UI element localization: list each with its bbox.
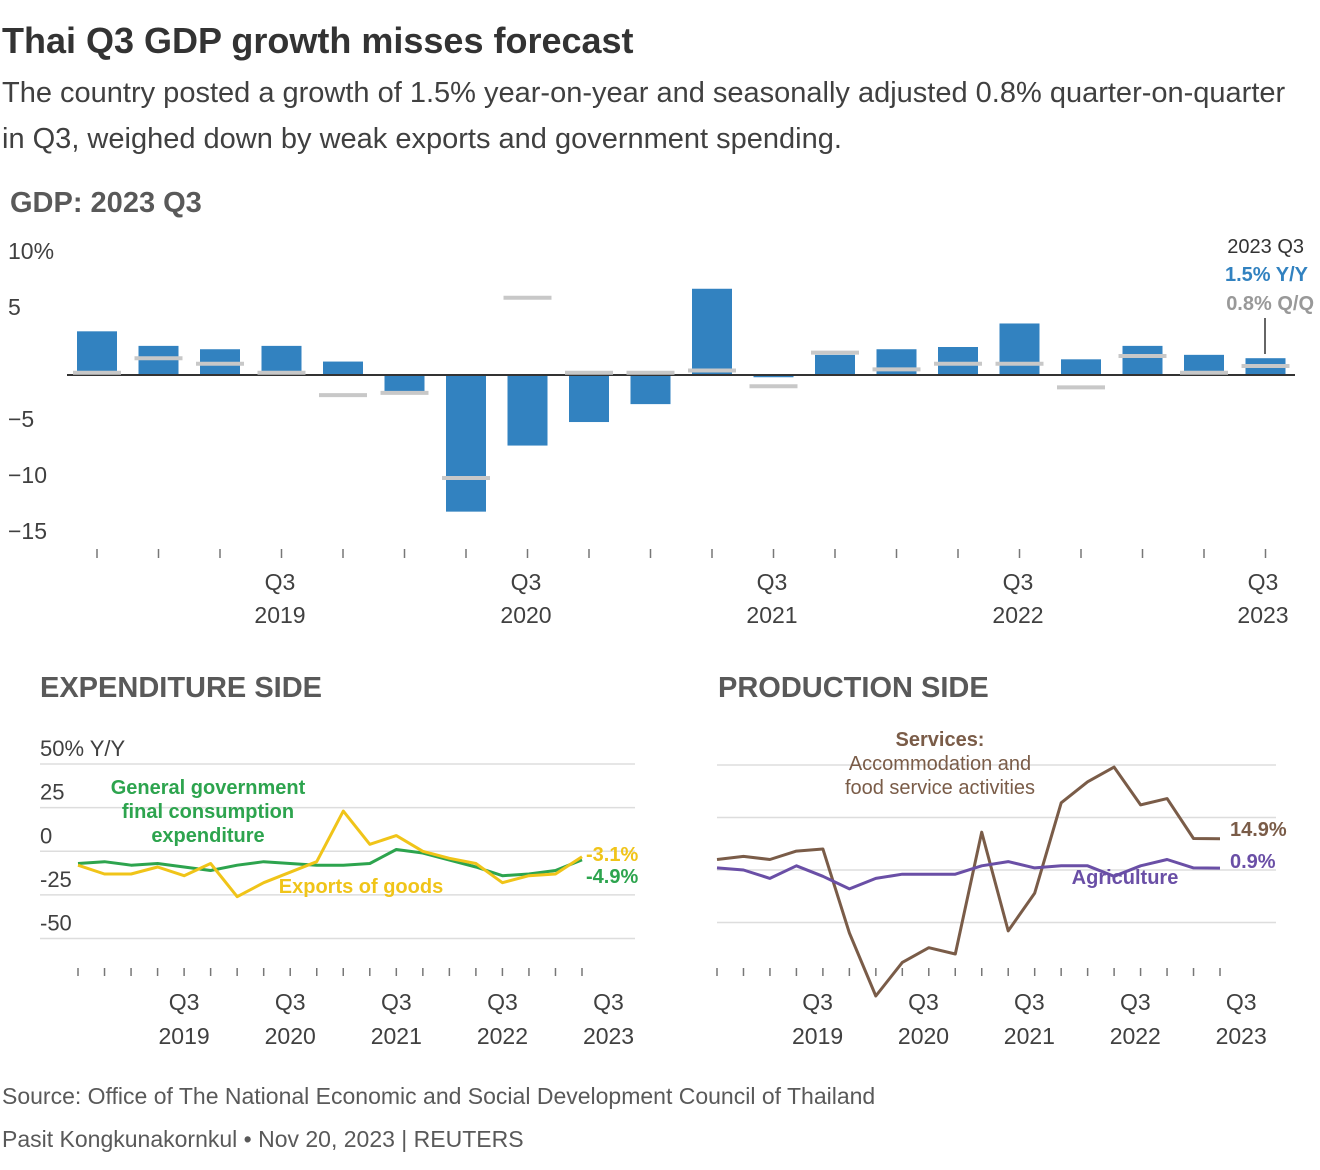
x-tick-quarter: Q3 [169,989,200,1015]
yoy-bar [753,375,794,378]
x-tick-year: 2022 [477,1023,528,1049]
x-tick-year: 2021 [746,602,797,628]
x-tick-quarter: Q3 [1226,989,1257,1015]
x-tick-quarter: Q3 [908,989,939,1015]
govt-consumption-line [77,848,583,878]
y-tick-label: 5 [8,294,21,320]
agriculture-label: Agriculture [1072,867,1179,889]
yoy-bar [999,323,1040,375]
x-tick-year: 2020 [500,602,551,628]
x-tick-year: 2023 [1237,602,1288,628]
yoy-bar [1061,359,1101,375]
x-tick-quarter: Q3 [381,989,412,1015]
yoy-bar [630,375,671,405]
yoy-bar [815,354,855,375]
x-tick-quarter: Q3 [511,569,542,595]
x-tick-quarter: Q3 [487,989,518,1015]
x-tick-year: 2021 [371,1023,422,1049]
services-label: Accommodation and [849,753,1031,775]
x-tick-year: 2019 [159,1023,210,1049]
x-tick-year: 2023 [583,1023,634,1049]
yoy-bar [138,345,179,375]
annotation-qoq: 0.8% Q/Q [1226,293,1314,315]
services-line [716,765,1221,998]
x-tick-year: 2021 [1004,1023,1055,1049]
services-label-bold: Services: [896,729,985,751]
chart-subtitle: The country posted a growth of 1.5% year… [2,77,1286,155]
yoy-bar [446,375,486,512]
x-tick-year: 2020 [898,1023,949,1049]
x-tick-quarter: Q3 [1003,569,1034,595]
govt-series-label: General government [111,777,306,799]
annotation-period: 2023 Q3 [1227,236,1304,258]
x-tick-year: 2019 [254,602,305,628]
x-tick-year: 2022 [992,602,1043,628]
y-tick-label: −10 [8,462,47,488]
yoy-bar [569,375,609,423]
x-tick-quarter: Q3 [265,569,296,595]
x-tick-year: 2023 [1216,1023,1267,1049]
exports-series-label: Exports of goods [279,876,443,898]
agriculture-line [716,858,1221,891]
y-tick-label: 10% [8,238,54,264]
gdp-chart-title: GDP: 2023 Q3 [10,187,202,219]
yoy-bar [384,375,425,395]
x-tick-year: 2022 [1110,1023,1161,1049]
x-tick-quarter: Q3 [1120,989,1151,1015]
x-tick-quarter: Q3 [593,989,624,1015]
credit-line: Pasit Kongkunakornkul • Nov 20, 2023 | R… [2,1126,524,1152]
services-end-label: 14.9% [1230,819,1287,841]
services-label: food service activities [845,777,1035,799]
annotation-yoy: 1.5% Y/Y [1225,264,1309,286]
y-tick-label: 0 [40,823,52,848]
y-tick-label: −15 [8,518,47,544]
y-tick-label: −5 [8,406,34,432]
yoy-bar [1122,345,1163,375]
exports-line [77,809,583,899]
govt-end-label: -4.9% [586,866,638,888]
yoy-bar [1184,354,1224,375]
x-tick-quarter: Q3 [1014,989,1045,1015]
x-tick-year: 2020 [265,1023,316,1049]
yoy-bar [77,331,117,375]
y-tick-label: -50 [40,911,72,936]
expenditure-chart-title: EXPENDITURE SIDE [40,672,322,704]
production-chart-title: PRODUCTION SIDE [718,672,989,704]
y-tick-label: 50% Y/Y [40,736,126,761]
x-tick-quarter: Q3 [275,989,306,1015]
source-note: Source: Office of The National Economic … [2,1083,876,1109]
govt-series-label: expenditure [151,825,264,847]
x-tick-quarter: Q3 [757,569,788,595]
gdp-bar-chart: 10% 5 −5 −10 −15 Q3 2019 Q3 2020 Q3 2021 Q3 2022 Q3 20… [8,236,1314,628]
yoy-bar [938,347,978,375]
yoy-bar [692,288,732,375]
y-tick-label: -25 [40,867,72,892]
agriculture-end-label: 0.9% [1230,851,1276,873]
x-tick-quarter: Q3 [802,989,833,1015]
y-tick-label: 25 [40,780,64,805]
yoy-bar [261,345,302,375]
chart-title: Thai Q3 GDP growth misses forecast [2,20,634,61]
x-tick-year: 2019 [792,1023,843,1049]
yoy-bar [507,375,548,446]
yoy-bar [323,361,363,375]
govt-series-label: final consumption [122,801,294,823]
exports-end-label: -3.1% [586,844,638,866]
x-tick-quarter: Q3 [1248,569,1279,595]
